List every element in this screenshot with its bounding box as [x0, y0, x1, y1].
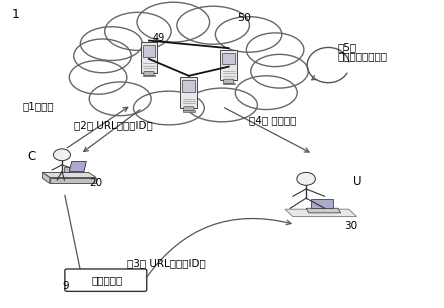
Bar — [222, 53, 235, 64]
Ellipse shape — [186, 88, 258, 122]
Ellipse shape — [134, 91, 204, 125]
Text: 30: 30 — [344, 221, 357, 231]
Text: 邮件服务器: 邮件服务器 — [91, 275, 123, 285]
Bar — [180, 77, 197, 108]
Polygon shape — [43, 172, 50, 184]
Bar — [183, 110, 194, 112]
Ellipse shape — [105, 12, 171, 51]
Polygon shape — [311, 199, 333, 208]
Circle shape — [53, 149, 71, 161]
Bar — [220, 50, 237, 80]
Polygon shape — [43, 172, 96, 177]
Text: （2） URL（租户ID）: （2） URL（租户ID） — [74, 120, 152, 130]
Text: 49: 49 — [152, 33, 165, 43]
Polygon shape — [306, 208, 341, 213]
Text: （3） URL（租户ID）: （3） URL（租户ID） — [127, 258, 206, 268]
FancyBboxPatch shape — [65, 269, 147, 291]
Ellipse shape — [74, 39, 131, 73]
Text: （5）: （5） — [338, 42, 357, 52]
Polygon shape — [69, 161, 86, 172]
Bar — [223, 83, 234, 84]
Text: 50: 50 — [238, 13, 251, 22]
Polygon shape — [64, 167, 69, 172]
Ellipse shape — [69, 60, 127, 94]
Polygon shape — [285, 209, 357, 217]
Text: 1: 1 — [12, 8, 20, 21]
Bar — [182, 80, 195, 92]
Ellipse shape — [137, 2, 210, 42]
Polygon shape — [50, 177, 96, 184]
Ellipse shape — [215, 17, 282, 52]
Text: C: C — [27, 150, 36, 163]
Text: U: U — [353, 175, 361, 188]
FancyBboxPatch shape — [223, 79, 234, 83]
Text: （4） 用户信息: （4） 用户信息 — [249, 115, 296, 125]
FancyBboxPatch shape — [184, 107, 194, 111]
Bar — [143, 45, 155, 57]
FancyArrowPatch shape — [146, 218, 291, 278]
Text: 9: 9 — [63, 281, 69, 291]
Text: 20: 20 — [89, 178, 102, 188]
Bar — [141, 42, 157, 73]
Ellipse shape — [89, 82, 151, 116]
Ellipse shape — [80, 27, 143, 60]
Text: （1）登录: （1）登录 — [23, 102, 55, 111]
Text: 在租户中注册用户: 在租户中注册用户 — [338, 51, 388, 61]
Ellipse shape — [246, 33, 304, 67]
FancyBboxPatch shape — [144, 71, 154, 76]
Ellipse shape — [251, 54, 308, 88]
Ellipse shape — [235, 76, 297, 110]
Circle shape — [297, 172, 315, 185]
Ellipse shape — [177, 6, 250, 44]
Bar — [143, 75, 155, 76]
